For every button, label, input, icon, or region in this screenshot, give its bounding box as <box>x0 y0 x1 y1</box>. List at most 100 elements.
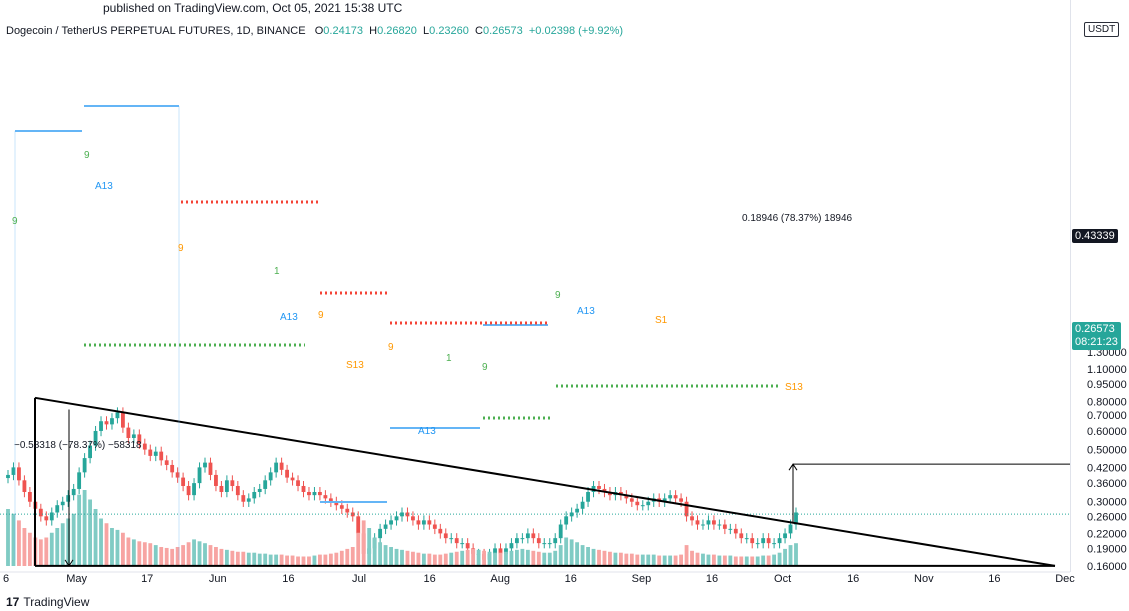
x-tick-label: 16 <box>847 573 859 585</box>
volume-bar <box>296 556 300 566</box>
td-label: 9 <box>388 342 394 353</box>
volume-bar <box>427 553 432 566</box>
price-axis[interactable] <box>1070 0 1129 572</box>
candle-body <box>504 548 508 554</box>
y-tick-label: 0.60000 <box>1087 426 1127 438</box>
candle-body <box>733 528 738 534</box>
candle-body <box>301 485 306 492</box>
candle-body <box>553 538 558 544</box>
volume-bar <box>476 549 481 566</box>
candle-body <box>525 533 530 539</box>
volume-bar <box>624 553 629 566</box>
x-tick-label: Aug <box>490 573 510 585</box>
candle-body <box>493 548 497 554</box>
candle-body <box>766 538 771 544</box>
candle-body <box>378 528 383 539</box>
volume-bar <box>668 555 673 566</box>
volume-bar <box>11 513 16 566</box>
volume-bar <box>405 550 410 566</box>
candle-body <box>624 495 629 499</box>
candle-body <box>722 524 727 529</box>
symbol-legend[interactable]: Dogecoin / TetherUS PERPETUAL FUTURES, 1… <box>6 25 623 37</box>
y-tick-label: 0.50000 <box>1087 445 1127 457</box>
target-arrow-icon <box>788 463 798 471</box>
volume-bar <box>766 555 771 566</box>
td-label: A13 <box>418 426 436 437</box>
volume-bar <box>493 552 497 566</box>
volume-bar <box>22 528 27 566</box>
volume-bar <box>224 549 229 566</box>
candle-body <box>684 501 689 517</box>
volume-bar <box>164 547 169 566</box>
candle-body <box>82 458 87 473</box>
volume-bar <box>279 554 284 566</box>
volume-bar <box>449 552 454 566</box>
volume-bar <box>153 545 158 566</box>
candle-body <box>241 495 246 502</box>
candle-body <box>115 412 120 419</box>
volume-bar <box>695 552 700 566</box>
volume-bar <box>235 551 240 566</box>
x-tick-label: Oct <box>774 573 791 585</box>
bar-countdown: 08:21:23 <box>1075 336 1118 348</box>
candle-body <box>88 445 92 459</box>
volume-bar <box>301 556 306 566</box>
published-note: published on TradingView.com, Oct 05, 20… <box>103 1 403 15</box>
candle-body <box>252 491 257 499</box>
candle-body <box>290 477 295 481</box>
y-tick-label: 0.95000 <box>1087 379 1127 391</box>
tradingview-logo[interactable]: 17 TradingView <box>6 595 89 609</box>
candle-body <box>695 520 700 525</box>
candle-body <box>334 501 339 506</box>
x-tick-label: Jun <box>209 573 227 585</box>
volume-bar <box>38 539 43 566</box>
volume-bar <box>772 554 777 566</box>
volume-bar <box>44 537 49 566</box>
change-value: +0.02398 (+9.92%) <box>528 25 624 37</box>
candle-body <box>345 508 350 513</box>
currency-selector[interactable]: USDT <box>1084 22 1120 37</box>
candle-body <box>268 472 273 481</box>
symbol-title[interactable]: Dogecoin / TetherUS PERPETUAL FUTURES, 1… <box>6 25 306 37</box>
volume-bar <box>411 551 415 566</box>
y-tick-label: 0.16000 <box>1087 561 1127 573</box>
candle-body <box>181 477 186 486</box>
volume-bar <box>673 555 678 566</box>
high-value: 0.26820 <box>377 25 417 37</box>
volume-bar <box>706 554 711 566</box>
candle-body <box>77 472 82 489</box>
volume-bar <box>471 548 476 566</box>
candle-body <box>263 480 268 489</box>
volume-bar <box>17 520 21 566</box>
volume-bar <box>728 555 733 566</box>
volume-bar <box>110 528 114 566</box>
candle-body <box>38 508 43 517</box>
volume-bar <box>104 523 109 566</box>
candle-body <box>307 491 311 496</box>
x-tick-label: 16 <box>706 573 718 585</box>
candle-body <box>629 498 634 502</box>
volume-bar <box>602 550 607 566</box>
candle-body <box>27 491 32 502</box>
candle-body <box>690 516 694 521</box>
candle-body <box>60 501 65 506</box>
volume-bar <box>465 549 470 566</box>
volume-bar <box>71 513 76 566</box>
candle-body <box>312 491 317 496</box>
volume-bar <box>290 555 295 566</box>
measure-down-arrow-icon <box>64 559 74 567</box>
volume-bar <box>432 554 437 566</box>
candle-body <box>11 467 16 475</box>
td-label: 1 <box>446 353 452 364</box>
volume-bar <box>536 551 541 566</box>
candle-body <box>772 543 777 545</box>
candle-body <box>509 543 514 549</box>
volume-bar <box>214 547 218 566</box>
candle-body <box>597 485 601 489</box>
volume-bar <box>564 537 569 566</box>
candle-body <box>17 467 21 481</box>
volume-bar <box>761 555 766 566</box>
volume-bar <box>613 552 618 566</box>
td-label: 9 <box>555 290 561 301</box>
